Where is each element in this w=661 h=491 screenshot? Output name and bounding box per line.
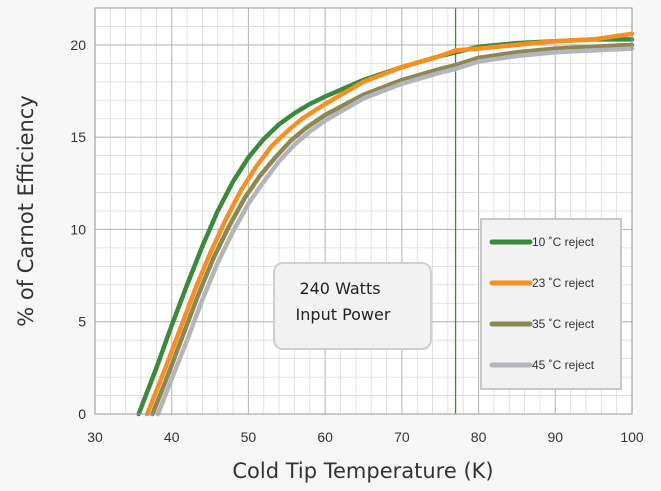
x-tick-label: 80 bbox=[471, 429, 487, 445]
legend: 10 ˚C reject 23 ˚C reject 35 ˚C reject 45 ˚… bbox=[480, 218, 622, 390]
y-tick-label: 0 bbox=[78, 406, 86, 422]
series-line-3 bbox=[150, 42, 635, 417]
legend-label-4: 45 ˚C reject bbox=[532, 358, 595, 372]
plot-border bbox=[94, 7, 633, 415]
axes: 30 40 50 60 70 80 90 100 0 5 10 15 20 bbox=[70, 7, 644, 445]
x-tick-label: 100 bbox=[620, 429, 644, 445]
x-axis-title: Cold Tip Temperature (K) bbox=[232, 459, 493, 483]
y-axis-title: % of Carnot Efficiency bbox=[14, 95, 38, 327]
annotation-frame bbox=[273, 262, 432, 350]
annotation-line-1: 240 Watts bbox=[299, 279, 380, 298]
x-tick-label: 30 bbox=[87, 429, 103, 445]
x-tick-label: 60 bbox=[317, 429, 333, 445]
series-layer bbox=[136, 31, 635, 417]
legend-label-2: 23 ˚C reject bbox=[532, 276, 595, 290]
x-tick-label: 90 bbox=[547, 429, 563, 445]
legend-label-1: 10 ˚C reject bbox=[532, 235, 595, 249]
y-tick-label: 20 bbox=[70, 37, 86, 53]
series-line-4 bbox=[155, 46, 635, 417]
x-tick-label: 70 bbox=[394, 429, 410, 445]
x-tick-label: 40 bbox=[164, 429, 180, 445]
y-tick-label: 15 bbox=[70, 129, 86, 145]
annotation-box: 240 Watts Input Power bbox=[273, 262, 432, 350]
series-line-2 bbox=[144, 31, 635, 417]
x-tick-label: 50 bbox=[241, 429, 257, 445]
legend-frame bbox=[480, 218, 622, 390]
legend-label-3: 35 ˚C reject bbox=[532, 317, 595, 331]
y-tick-label: 5 bbox=[78, 314, 86, 330]
annotation-line-2: Input Power bbox=[296, 305, 391, 324]
y-tick-label: 10 bbox=[70, 221, 86, 237]
